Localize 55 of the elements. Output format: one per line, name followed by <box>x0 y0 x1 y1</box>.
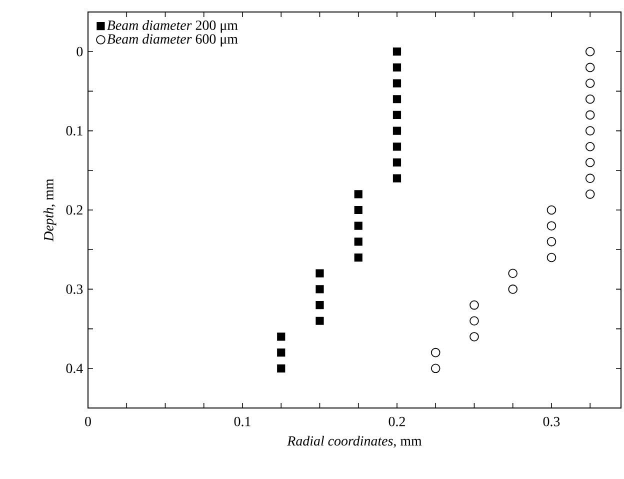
y-tick-label: 0.3 <box>66 284 83 294</box>
point <box>546 205 556 215</box>
point <box>470 332 479 342</box>
point <box>316 300 324 310</box>
point <box>585 142 595 152</box>
point <box>354 222 362 230</box>
point <box>392 95 402 104</box>
point <box>277 332 286 341</box>
point <box>585 46 595 56</box>
x-tick-label: 0 <box>85 416 91 426</box>
point <box>392 63 402 72</box>
point <box>392 174 402 182</box>
point <box>470 300 479 310</box>
point <box>354 253 362 262</box>
point <box>508 284 518 294</box>
point <box>546 252 556 262</box>
x-axis-title: Radial coordinates, mm <box>287 436 422 448</box>
point <box>508 268 518 278</box>
point <box>585 110 595 120</box>
point <box>546 221 556 230</box>
point <box>430 348 440 358</box>
point <box>392 126 402 135</box>
point <box>392 142 402 151</box>
point <box>392 48 402 56</box>
x-tick-label: 0.1 <box>234 416 250 426</box>
point <box>354 238 362 246</box>
legend-label: Beam diameter 600 μm <box>107 34 238 47</box>
point <box>354 206 362 214</box>
point <box>546 237 556 246</box>
point <box>392 110 402 120</box>
x-tick-label: 0.3 <box>543 416 560 426</box>
y-tick-label: 0.1 <box>66 126 82 136</box>
point <box>585 62 595 72</box>
y-axis-title: Depth, mm <box>44 178 56 242</box>
point <box>585 190 595 199</box>
point <box>316 316 324 325</box>
point <box>354 190 362 198</box>
x-tick-label: 0.2 <box>388 416 405 426</box>
point <box>316 269 324 278</box>
point <box>316 285 324 294</box>
point <box>277 364 286 372</box>
point <box>585 94 595 104</box>
point <box>585 126 595 136</box>
point <box>392 158 402 167</box>
point <box>430 364 440 374</box>
point <box>585 78 595 88</box>
legend-label: Beam diameter 200 μm <box>107 20 238 33</box>
point <box>470 316 479 326</box>
point <box>392 79 402 88</box>
point <box>277 348 286 357</box>
y-tick-label: 0 <box>76 46 83 56</box>
y-tick-label: 0.4 <box>66 364 83 374</box>
y-tick-label: 0.2 <box>66 205 82 215</box>
point <box>585 158 595 168</box>
point <box>585 174 595 183</box>
